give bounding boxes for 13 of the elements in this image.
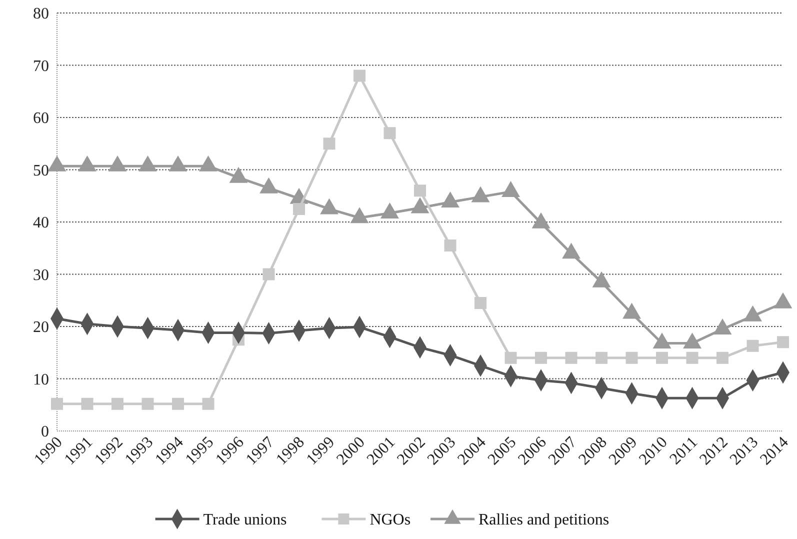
legend-label: Rallies and petitions: [478, 512, 610, 529]
y-tick-label: 40: [33, 214, 49, 232]
y-tick-label: 60: [33, 110, 49, 128]
legend-label: Trade unions: [203, 512, 287, 529]
legend-label: NGOs: [370, 512, 411, 529]
y-tick-label: 20: [33, 319, 49, 336]
y-tick-label: 80: [33, 6, 49, 23]
y-tick-label: 50: [33, 162, 49, 180]
y-tick-label: 0: [41, 424, 49, 441]
y-tick-label: 10: [33, 371, 49, 388]
y-tick-label: 70: [33, 58, 49, 75]
x-tick-label: 1991: [61, 434, 96, 468]
y-tick-label: 30: [33, 266, 49, 284]
